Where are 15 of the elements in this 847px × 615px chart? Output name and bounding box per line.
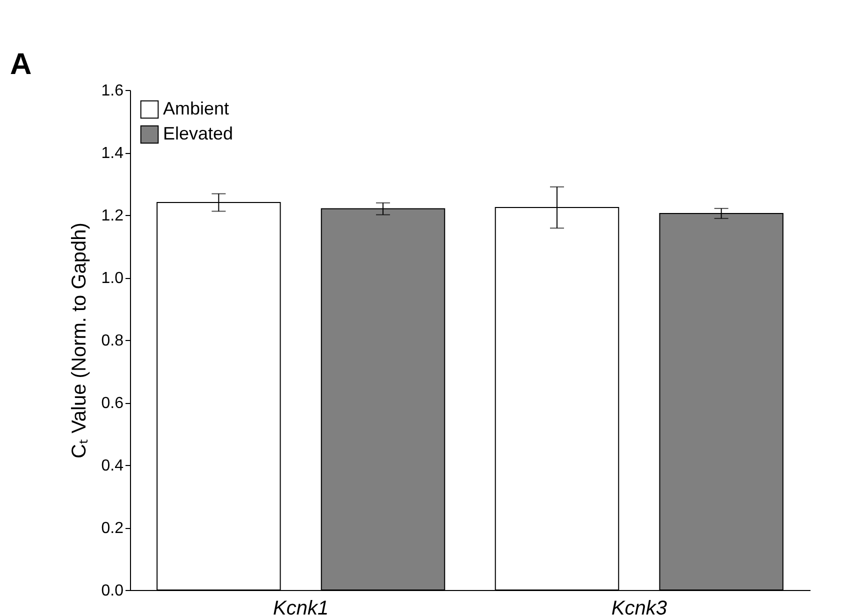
y-tick-label: 1.0 [101, 270, 124, 287]
text: A [10, 48, 32, 81]
y-axis-title: Cₜ Value (Norm. to Gapdh) [68, 222, 90, 458]
y-tick-label: 1.6 [101, 82, 124, 100]
legend-label: Ambient [163, 98, 230, 118]
y-tick-label: 1.4 [101, 145, 124, 162]
legend-label: Elevated [163, 124, 234, 144]
y-tick-label: 0.0 [101, 582, 124, 600]
x-tick-label: Kcnk1 [273, 598, 329, 615]
y-tick-label: 0.2 [101, 520, 124, 537]
x-tick-label: Kcnk3 [611, 598, 667, 615]
y-tick-label: 0.4 [101, 458, 124, 474]
y-tick-label: 1.2 [101, 208, 124, 224]
y-tick-label: 0.8 [101, 332, 124, 350]
y-tick-label: 0.6 [101, 395, 124, 412]
